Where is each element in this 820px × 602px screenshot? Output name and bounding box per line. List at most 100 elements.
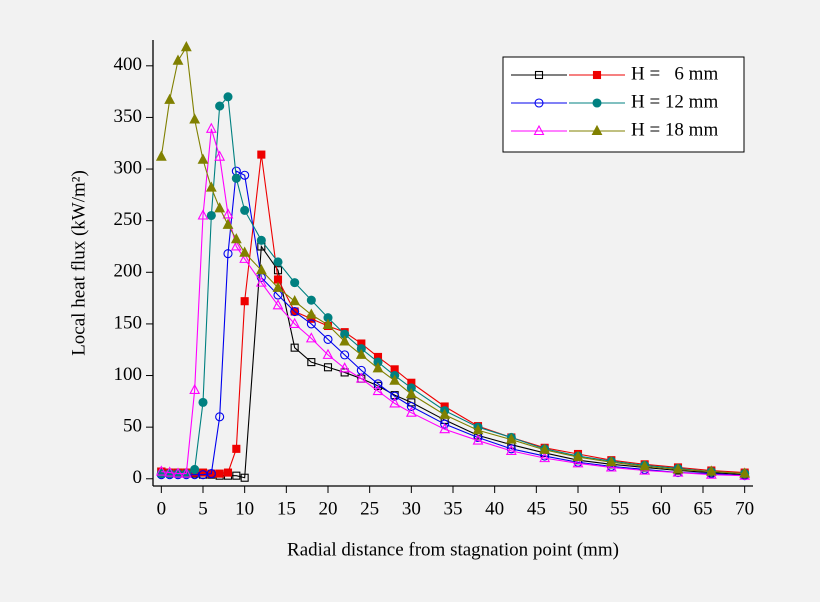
x-tick-label: 15 (277, 498, 296, 519)
marker (306, 319, 316, 329)
marker (172, 54, 184, 65)
marker (239, 252, 251, 263)
marker (190, 464, 200, 475)
marker (155, 465, 167, 476)
marker (164, 93, 176, 104)
y-tick-label: 100 (114, 364, 143, 385)
marker (172, 467, 184, 478)
x-tick-label: 5 (198, 498, 208, 519)
marker (505, 444, 517, 455)
legend-marker (591, 124, 603, 136)
marker (372, 384, 384, 396)
marker (440, 419, 450, 429)
y-tick-label: 50 (123, 416, 142, 437)
legend-marker (534, 70, 544, 80)
marker (222, 208, 234, 219)
marker (222, 218, 234, 229)
marker (355, 372, 367, 383)
marker (240, 205, 250, 215)
marker (289, 295, 301, 306)
y-tick-label: 350 (114, 106, 143, 127)
marker (372, 362, 384, 373)
x-tick-label: 50 (569, 498, 588, 519)
x-tick-label: 60 (652, 498, 671, 519)
marker (289, 317, 301, 328)
marker (255, 276, 267, 287)
marker (272, 281, 284, 292)
marker (240, 297, 249, 306)
x-tick-label: 30 (402, 498, 421, 519)
marker (180, 467, 192, 478)
marker (290, 278, 300, 288)
marker (339, 335, 351, 346)
marker (256, 235, 266, 245)
marker (505, 433, 517, 444)
marker (189, 113, 201, 124)
marker (472, 434, 484, 445)
marker (739, 467, 751, 478)
marker (373, 379, 383, 389)
x-tick-label: 10 (235, 498, 254, 519)
legend-marker (533, 124, 545, 136)
marker (306, 295, 316, 305)
marker (257, 150, 266, 159)
legend-marker (592, 70, 602, 80)
series-line (161, 170, 745, 477)
marker (239, 246, 251, 257)
marker (439, 408, 451, 419)
marker (164, 466, 176, 477)
legend-marker (592, 98, 602, 108)
marker (605, 461, 617, 472)
x-tick-label: 55 (610, 498, 629, 519)
x-tick-label: 45 (527, 498, 546, 519)
marker (223, 92, 233, 102)
marker (639, 460, 651, 471)
marker (672, 463, 684, 474)
marker (205, 181, 217, 192)
marker (439, 423, 451, 434)
marker (205, 122, 217, 133)
marker (215, 469, 224, 478)
marker (339, 362, 351, 373)
marker (223, 249, 233, 259)
marker (180, 41, 192, 52)
marker (230, 240, 242, 251)
marker (214, 202, 226, 213)
legend-label: H = 18 mm (631, 119, 718, 140)
marker (189, 383, 201, 395)
marker (290, 306, 300, 317)
marker (405, 406, 417, 417)
marker (273, 266, 283, 275)
marker (390, 391, 400, 401)
x-tick-label: 20 (319, 498, 338, 519)
marker (307, 358, 316, 367)
marker (223, 468, 233, 477)
marker (705, 465, 717, 476)
marker (273, 257, 283, 267)
x-tick-label: 65 (694, 498, 713, 519)
marker (572, 457, 584, 468)
marker (340, 350, 350, 360)
marker (255, 264, 267, 275)
marker (290, 343, 299, 352)
marker (322, 348, 334, 359)
marker (322, 318, 334, 329)
x-tick-label: 70 (735, 498, 754, 519)
marker (215, 412, 225, 422)
marker (405, 387, 417, 399)
marker (214, 150, 226, 161)
x-axis-label: Radial distance from stagnation point (m… (287, 539, 619, 560)
marker (305, 332, 317, 343)
marker (323, 363, 333, 372)
marker (206, 210, 216, 221)
y-tick-label: 0 (133, 467, 143, 488)
marker (355, 348, 367, 359)
x-tick-label: 25 (360, 498, 379, 519)
marker (323, 334, 333, 344)
marker (215, 101, 225, 111)
marker (232, 444, 241, 453)
x-tick-label: 0 (157, 498, 167, 519)
legend-label: H = 12 mm (631, 91, 718, 112)
marker (389, 374, 401, 385)
